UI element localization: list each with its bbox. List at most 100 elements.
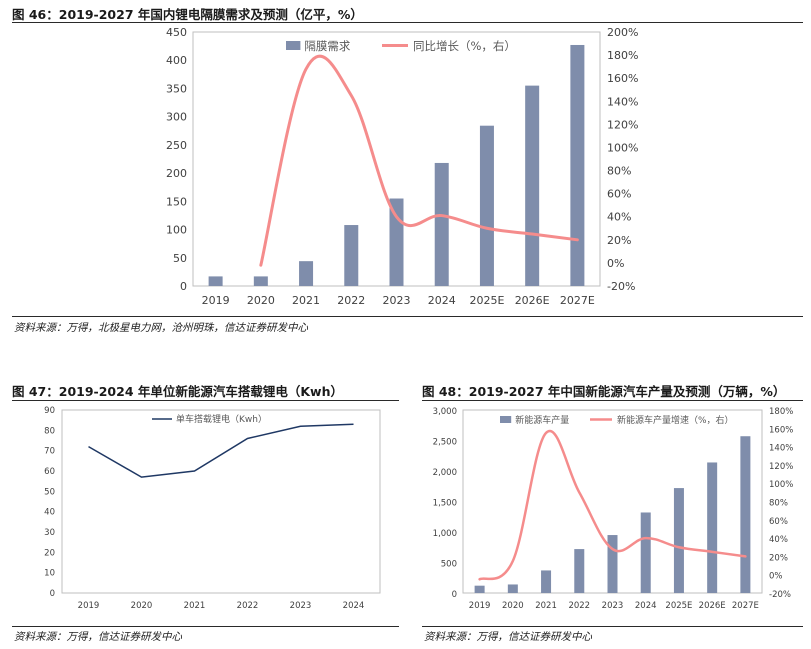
y-left-tick-label: 50: [173, 252, 187, 265]
figure-47-title: 图 47：2019-2024 年单位新能源汽车搭载锂电（Kwh）: [12, 384, 344, 399]
legend-bar-swatch: [500, 416, 512, 423]
x-tick-label: 2023: [602, 601, 624, 611]
y-tick-label: 40: [44, 508, 55, 518]
y-right-tick-label: 160%: [607, 72, 638, 85]
y-left-tick-label: 100: [166, 224, 187, 237]
bar: [574, 549, 585, 593]
figure-48-source: 资料来源：万得，信达证券研发中心: [424, 631, 592, 643]
y-right-tick-label: 100%: [769, 480, 793, 490]
growth-line: [259, 54, 579, 267]
legend-bar-swatch: [286, 41, 301, 50]
y-right-tick-label: 140%: [769, 444, 793, 454]
y-right-tick-label: 20%: [769, 553, 788, 563]
legend-line-label: 新能源车产量增速（%，右）: [617, 414, 734, 426]
x-tick-label: 2021: [535, 601, 557, 611]
x-tick-label: 2020: [502, 601, 524, 611]
bar: [640, 512, 651, 593]
bar: [570, 44, 585, 286]
x-tick-label: 2019: [469, 601, 491, 611]
bar: [740, 436, 751, 593]
legend-line-label: 单车搭载锂电（Kwh）: [176, 413, 267, 425]
y-tick-label: 90: [44, 406, 55, 416]
y-left-tick-label: 2,000: [433, 468, 457, 478]
legend-bar-label: 新能源车产量: [515, 414, 569, 426]
y-right-tick-label: 0%: [769, 572, 783, 582]
x-tick-label: 2020: [247, 294, 275, 307]
bar: [541, 570, 552, 593]
x-tick-label: 2026E: [699, 601, 726, 611]
bar: [479, 125, 494, 286]
figure-48-title-rule: [422, 400, 803, 401]
x-tick-label: 2025E: [469, 294, 504, 307]
x-tick-label: 2022: [337, 294, 365, 307]
growth-line: [478, 429, 747, 581]
x-tick-label: 2023: [383, 294, 411, 307]
y-right-tick-label: 80%: [769, 499, 788, 509]
figure-47-source-rule: [12, 626, 399, 627]
y-left-tick-label: 350: [166, 82, 187, 95]
bar: [607, 535, 618, 593]
bar: [434, 162, 449, 286]
y-left-tick-label: 3,000: [433, 407, 457, 417]
y-right-tick-label: 60%: [769, 517, 788, 527]
y-right-tick-label: 0%: [607, 257, 624, 270]
y-left-tick-label: 200: [166, 167, 187, 180]
y-right-tick-label: 80%: [607, 165, 631, 178]
legend-line-label: 同比增长（%，右）: [413, 39, 516, 53]
y-left-tick-label: 450: [166, 26, 187, 39]
legend-bar-label: 隔膜需求: [304, 39, 350, 53]
x-tick-label: 2022: [237, 601, 259, 611]
y-tick-label: 0: [50, 589, 55, 599]
y-right-tick-label: 120%: [769, 462, 793, 472]
figure-46-title-rule: [12, 22, 803, 23]
x-tick-label: 2023: [290, 601, 312, 611]
figure-46-source: 资料来源：万得，北极星电力网，沧州明珠，信达证券研发中心: [14, 322, 308, 334]
y-right-tick-label: 180%: [607, 49, 638, 62]
y-right-tick-label: 40%: [769, 535, 788, 545]
y-tick-label: 30: [44, 528, 55, 538]
battery-line: [88, 423, 354, 478]
y-left-tick-label: 250: [166, 139, 187, 152]
y-left-tick-label: 400: [166, 54, 187, 67]
bar: [474, 585, 485, 593]
y-tick-label: 50: [44, 487, 55, 497]
x-tick-label: 2024: [343, 601, 365, 611]
y-right-tick-label: 60%: [607, 188, 631, 201]
x-tick-label: 2025E: [665, 601, 692, 611]
bar: [525, 85, 540, 286]
y-left-tick-label: 0: [452, 590, 457, 600]
y-tick-label: 70: [44, 447, 55, 457]
y-right-tick-label: 40%: [607, 211, 631, 224]
y-right-tick-label: 100%: [607, 141, 638, 154]
figure-46-source-rule: [12, 316, 803, 317]
y-left-tick-label: 1,500: [433, 499, 457, 509]
figure-48-title: 图 48：2019-2027 年中国新能源汽车产量及预测（万辆，%）: [422, 384, 786, 399]
x-tick-label: 2024: [635, 601, 657, 611]
y-left-tick-label: 1,000: [433, 529, 457, 539]
y-right-tick-label: 140%: [607, 95, 638, 108]
figure-47-title-rule: [12, 400, 399, 401]
y-left-tick-label: 0: [180, 280, 187, 293]
y-right-tick-label: 160%: [769, 425, 793, 435]
bar: [707, 462, 718, 593]
y-right-tick-label: 200%: [607, 26, 638, 39]
x-tick-label: 2026E: [515, 294, 550, 307]
bar: [299, 261, 314, 286]
bar: [208, 276, 223, 286]
y-right-tick-label: -20%: [607, 280, 635, 293]
y-tick-label: 60: [44, 467, 55, 477]
y-tick-label: 80: [44, 426, 55, 436]
x-tick-label: 2019: [78, 601, 100, 611]
plot-frame: [61, 409, 381, 594]
y-left-tick-label: 2,500: [433, 438, 457, 448]
y-right-tick-label: 180%: [769, 407, 793, 417]
y-tick-label: 10: [44, 569, 55, 579]
x-tick-label: 2027E: [732, 601, 759, 611]
bar: [673, 488, 684, 593]
figure-46-title: 图 46：2019-2027 年国内锂电隔膜需求及预测（亿平，%）: [12, 7, 363, 22]
y-left-tick-label: 150: [166, 195, 187, 208]
y-right-tick-label: -20%: [769, 590, 791, 600]
chart-nev-production: 0 500 1,000 1,500 2,000 2,500 3,000 -20% 0% 20% 40…: [433, 407, 794, 611]
x-tick-label: 2027E: [560, 294, 595, 307]
y-left-tick-label: 300: [166, 111, 187, 124]
